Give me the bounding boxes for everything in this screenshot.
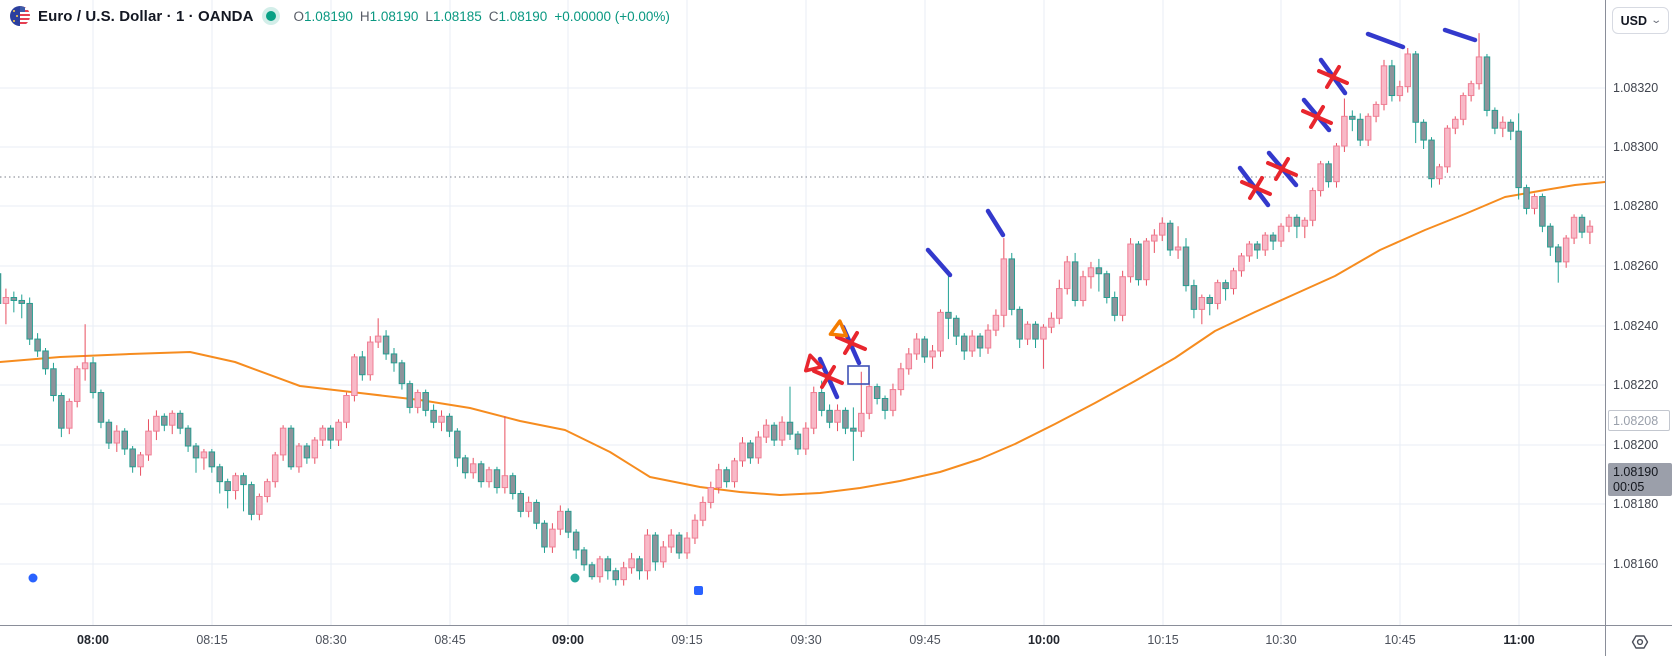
open-value: 1.08190 <box>304 8 353 24</box>
high-label: H <box>359 8 370 24</box>
time-axis-label: 10:30 <box>1265 633 1297 647</box>
price-axis-label: 1.08280 <box>1613 199 1659 213</box>
time-axis-label: 08:15 <box>196 633 228 647</box>
price-axis-label: 1.08220 <box>1613 378 1659 392</box>
chart-plot[interactable] <box>0 0 1605 625</box>
time-axis-label: 08:00 <box>77 633 109 647</box>
low-label: L <box>425 8 433 24</box>
price-axis-label: 1.08240 <box>1613 319 1659 333</box>
time-axis-label: 09:30 <box>790 633 822 647</box>
high-value: 1.08190 <box>369 8 419 24</box>
price-axis-label: 1.08320 <box>1613 81 1659 95</box>
market-status-icon[interactable] <box>265 11 276 21</box>
grid-layer <box>0 0 1605 625</box>
ma-line[interactable] <box>0 181 1605 496</box>
price-axis-label: 1.08260 <box>1613 259 1659 273</box>
price-axis[interactable]: USD ⌄ 1.08320 1.08300 1.08280 1.08260 1.0824… <box>1605 0 1672 625</box>
last-price-value: 1.08190 <box>1613 465 1659 479</box>
time-axis-label: 09:15 <box>671 633 703 647</box>
time-axis-label: 09:45 <box>909 633 941 647</box>
time-axis-label: 10:15 <box>1147 633 1179 647</box>
change-value: +0.00000 (+0.00%) <box>554 8 670 24</box>
time-axis-label: 10:45 <box>1384 633 1416 647</box>
low-value: 1.08185 <box>432 8 482 24</box>
price-axis-label: 1.08300 <box>1613 140 1659 154</box>
ohlc-values: O1.08190 H1.08190 L1.08185 C1.08190 +0.0… <box>294 9 670 24</box>
eurusd-flag-icon <box>10 6 30 26</box>
symbol-title[interactable]: Euro / U.S. Dollar · 1 · OANDA <box>38 7 254 25</box>
gear-icon[interactable] <box>1631 633 1649 651</box>
symbol-legend[interactable]: Euro / U.S. Dollar · 1 · OANDA O1.08190 … <box>10 6 670 26</box>
bar-countdown: 00:05 <box>1613 480 1645 494</box>
price-axis-label: 1.08160 <box>1613 557 1659 571</box>
close-label: C <box>488 8 499 24</box>
currency-dropdown-label: USD <box>1620 13 1647 28</box>
open-label: O <box>293 8 305 24</box>
price-axis-label: 1.08180 <box>1613 497 1659 511</box>
currency-dropdown[interactable]: USD ⌄ <box>1612 7 1669 34</box>
time-axis-label: 08:30 <box>315 633 347 647</box>
time-axis-label: 10:00 <box>1028 633 1060 647</box>
price-axis-label: 1.08200 <box>1613 438 1659 452</box>
time-axis-label: 08:45 <box>434 633 466 647</box>
close-value: 1.08190 <box>498 8 548 24</box>
alert-price-label[interactable]: 1.08208 <box>1608 410 1670 431</box>
axis-settings-corner[interactable] <box>1605 626 1672 656</box>
time-axis[interactable]: 08:00 08:15 08:30 08:45 09:00 09:15 09:30 09:45… <box>0 625 1672 656</box>
candles-layer[interactable] <box>0 33 1594 586</box>
last-price-badge: 1.08190 00:05 <box>1608 463 1672 496</box>
time-axis-label: 11:00 <box>1503 633 1535 647</box>
chevron-down-icon: ⌄ <box>1650 15 1663 26</box>
drawing-markers-layer[interactable] <box>28 27 1478 595</box>
time-axis-label: 09:00 <box>552 633 584 647</box>
